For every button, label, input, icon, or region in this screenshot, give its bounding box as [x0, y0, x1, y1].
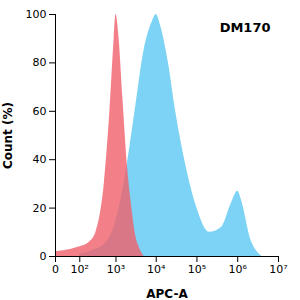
- svg-text:0: 0: [52, 263, 59, 276]
- svg-text:20: 20: [33, 202, 47, 215]
- svg-text:80: 80: [33, 56, 47, 69]
- svg-text:0: 0: [40, 250, 47, 263]
- svg-text:10⁵: 10⁵: [188, 263, 206, 276]
- svg-text:10⁶: 10⁶: [229, 263, 248, 276]
- svg-text:10²: 10²: [71, 263, 89, 276]
- svg-text:Count (%): Count (%): [1, 102, 15, 169]
- svg-text:40: 40: [33, 153, 47, 166]
- svg-text:10⁴: 10⁴: [147, 263, 166, 276]
- svg-text:DM170: DM170: [220, 20, 271, 35]
- svg-text:10³: 10³: [107, 263, 125, 276]
- svg-text:100: 100: [26, 8, 47, 21]
- svg-text:APC-A: APC-A: [146, 287, 188, 300]
- svg-text:10⁷: 10⁷: [269, 263, 287, 276]
- svg-text:60: 60: [33, 105, 47, 118]
